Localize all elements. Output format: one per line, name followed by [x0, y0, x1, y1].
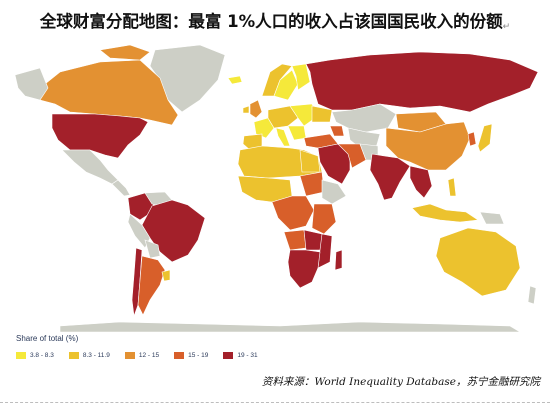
legend-item: 12 - 15 [124, 351, 160, 359]
region-peru [127, 213, 151, 249]
legend-swatch [174, 351, 185, 359]
region-china [385, 121, 471, 171]
region-italy [275, 127, 291, 147]
divider [0, 402, 550, 404]
region-india [369, 153, 411, 201]
region-philippines [447, 177, 457, 197]
region-se-asia [409, 165, 433, 199]
region-iran [337, 143, 367, 169]
region-antarctica [59, 321, 522, 333]
region-ukraine [311, 105, 333, 123]
region-canada [39, 59, 179, 126]
legend-swatch [223, 351, 234, 359]
region-ireland [242, 105, 250, 114]
region-iceland [227, 75, 243, 85]
region-indonesia [411, 203, 479, 223]
region-australia [435, 227, 521, 297]
legend-item: 3.8 - 8.3 [16, 351, 54, 359]
region-madagascar [334, 249, 343, 271]
paragraph-mark-icon: ↵ [502, 22, 511, 32]
region-central-africa [271, 195, 315, 231]
legend-swatch [16, 351, 26, 359]
legend-label: 15 - 19 [188, 351, 209, 359]
region-zambia [303, 229, 323, 251]
region-argentina [137, 255, 166, 316]
region-russia [305, 51, 539, 113]
region-egypt [299, 149, 321, 173]
legend-swatch [68, 351, 79, 359]
region-angola [283, 229, 307, 251]
legend-label: 19 - 31 [237, 351, 258, 359]
legend-item: 8.3 - 11.9 [68, 351, 110, 359]
legend: 3.8 - 8.3 8.3 - 11.9 12 - 15 15 - 19 19 … [16, 350, 273, 360]
region-eastern-europe [289, 103, 319, 127]
region-canada-arctic [99, 44, 151, 61]
region-japan [477, 123, 493, 153]
region-usa [51, 113, 149, 159]
region-sweden [273, 69, 299, 101]
region-west-africa [237, 175, 293, 203]
source-note: 资料来源：World Inequality Database，苏宁金融研究院 [261, 376, 540, 388]
legend-item: 19 - 31 [223, 351, 258, 359]
region-new-zealand [527, 285, 537, 305]
region-finland [291, 63, 311, 91]
legend-title: Share of total (%) [16, 334, 79, 343]
region-east-africa [311, 203, 337, 235]
region-uk [249, 99, 263, 119]
legend-label: 12 - 15 [138, 351, 160, 359]
region-balkans [287, 125, 307, 141]
region-france [253, 117, 275, 139]
region-sudan [299, 171, 325, 197]
region-central-america [111, 179, 131, 197]
map-regions [14, 44, 539, 333]
region-new-guinea [479, 211, 505, 225]
legend-item: 15 - 19 [174, 351, 209, 359]
region-mozambique [317, 233, 333, 269]
region-chile [131, 247, 143, 317]
legend-label: 3.8 - 8.3 [30, 351, 54, 359]
region-caucasus [329, 125, 345, 137]
region-ethiopia [321, 179, 347, 205]
region-greenland [149, 44, 226, 113]
legend-swatch [124, 351, 135, 359]
region-korea [467, 131, 477, 147]
page-title: 全球财富分配地图：最富 1%人口的收入占该国国民收入的份额↵ [39, 12, 511, 32]
region-uruguay [161, 269, 171, 282]
region-bolivia [144, 239, 161, 259]
legend-label: 8.3 - 11.9 [82, 351, 110, 359]
region-alaska [14, 67, 49, 101]
region-southern-africa [287, 249, 321, 289]
